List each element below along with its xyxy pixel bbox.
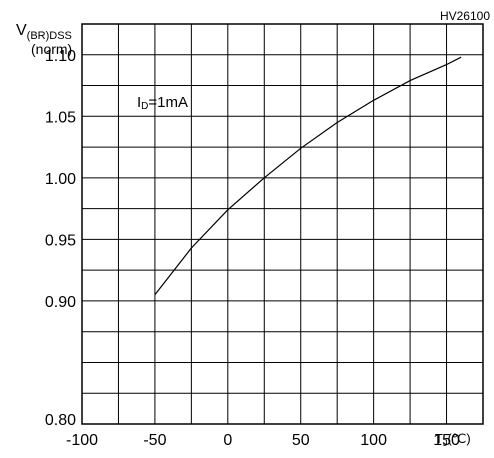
x-tick-label: 0 <box>223 432 232 449</box>
chart-code-label: HV26100 <box>440 9 490 23</box>
x-tick-label: 150 <box>433 432 460 449</box>
y-tick-label: 0.90 <box>45 294 76 311</box>
chart-grid <box>82 24 483 424</box>
curve-annotation: ID=1mA <box>137 94 188 112</box>
y-tick-label: 1.05 <box>45 109 76 126</box>
x-axis-label: TJ(℃) <box>435 431 471 448</box>
tick-labels: -100 -50 0 50 100 150 0.90 0.95 1.00 1.05 1.10 0.80 <box>45 48 460 449</box>
y-axis-label-norm: (norm) <box>31 41 72 57</box>
plot-frame <box>81 23 484 425</box>
y-tick-label: 0.95 <box>45 232 76 249</box>
x-tick-label: 100 <box>360 432 387 449</box>
y-tick-label: 0.80 <box>45 412 76 429</box>
x-tick-label: 50 <box>292 432 310 449</box>
x-tick-label: -100 <box>66 432 98 449</box>
y-tick-label: 1.00 <box>45 171 76 188</box>
y-axis-label: V(BR)DSS <box>16 22 72 42</box>
x-tick-label: -50 <box>143 432 166 449</box>
series-line <box>154 56 462 296</box>
y-tick-label: 1.10 <box>45 48 76 65</box>
